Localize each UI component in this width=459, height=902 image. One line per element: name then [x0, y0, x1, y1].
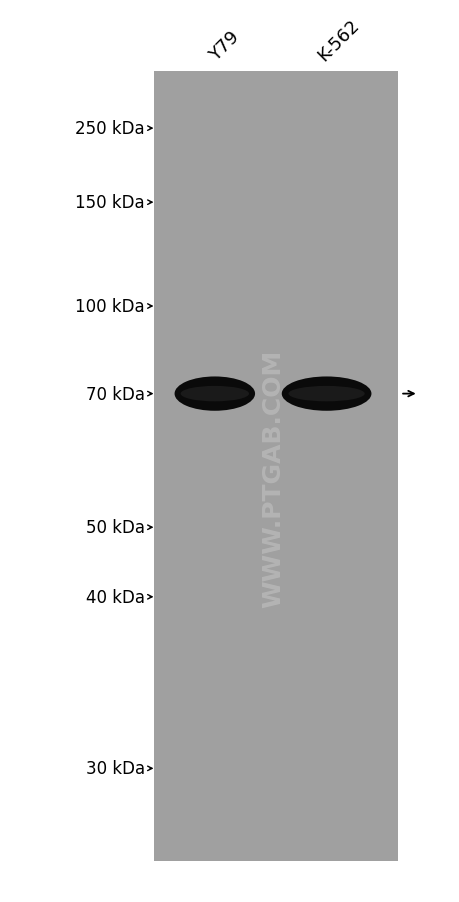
Text: WWW.PTGAB.COM: WWW.PTGAB.COM — [261, 349, 285, 607]
Ellipse shape — [281, 377, 371, 411]
Text: Y79: Y79 — [205, 28, 242, 65]
Text: 250 kDa: 250 kDa — [75, 120, 145, 138]
Text: 30 kDa: 30 kDa — [85, 759, 145, 778]
Ellipse shape — [174, 377, 255, 411]
Text: 50 kDa: 50 kDa — [86, 519, 145, 537]
Text: 70 kDa: 70 kDa — [86, 385, 145, 403]
Text: K-562: K-562 — [313, 16, 362, 65]
Text: 100 kDa: 100 kDa — [75, 298, 145, 316]
Bar — [154, 72, 397, 861]
Ellipse shape — [180, 386, 248, 402]
Ellipse shape — [288, 386, 364, 402]
Text: 40 kDa: 40 kDa — [86, 588, 145, 606]
Text: 150 kDa: 150 kDa — [75, 194, 145, 212]
